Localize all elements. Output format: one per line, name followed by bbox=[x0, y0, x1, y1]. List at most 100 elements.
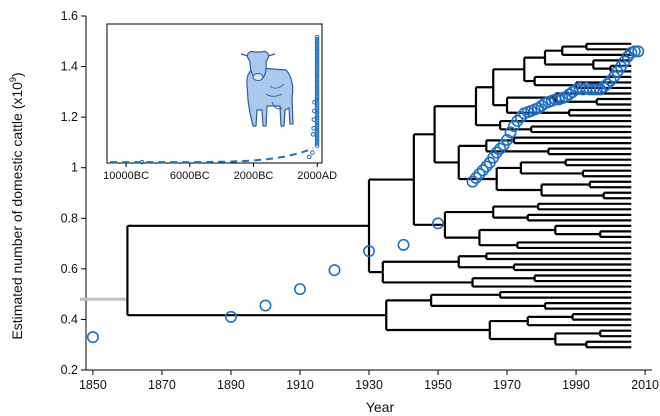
inset-point bbox=[314, 73, 320, 79]
inset-point bbox=[314, 143, 320, 148]
inset-point bbox=[314, 75, 320, 81]
inset-point bbox=[314, 112, 320, 118]
x-tick-label: 1970 bbox=[493, 378, 521, 392]
cow-icon bbox=[240, 50, 294, 127]
inset-tick-label: 6000BC bbox=[170, 170, 210, 182]
inset-panel: 10000BC 6000BC 2000BC 2000AD bbox=[103, 23, 337, 182]
data-point bbox=[511, 114, 524, 127]
inset-point bbox=[139, 159, 145, 165]
inset-point bbox=[314, 141, 320, 146]
y-tick-label: 0.6 bbox=[61, 262, 78, 276]
inset-point bbox=[314, 97, 320, 103]
data-point bbox=[476, 164, 489, 177]
inset-point bbox=[314, 99, 320, 105]
x-tick-label: 1870 bbox=[148, 378, 176, 392]
data-point bbox=[601, 78, 614, 91]
inset-point bbox=[314, 60, 320, 66]
y-tick-label: 0.8 bbox=[61, 211, 78, 225]
cattle-series bbox=[86, 45, 645, 344]
inset-point bbox=[314, 138, 320, 144]
x-tick-label: 1990 bbox=[562, 378, 590, 392]
inset-tick-label: 2000BC bbox=[234, 170, 274, 182]
data-point bbox=[494, 142, 507, 155]
inset-point bbox=[314, 115, 320, 120]
inset-trend-line bbox=[110, 147, 314, 164]
y-tick-label: 1.6 bbox=[61, 9, 78, 23]
x-axis-title: Year bbox=[366, 399, 395, 415]
inset-point bbox=[314, 56, 320, 62]
y-tick-label: 1.2 bbox=[61, 110, 78, 124]
data-point bbox=[504, 126, 517, 139]
inset-point bbox=[314, 108, 320, 114]
x-tick-label: 1890 bbox=[217, 378, 245, 392]
data-point bbox=[86, 331, 99, 344]
inset-point bbox=[314, 106, 320, 112]
inset-point bbox=[314, 67, 320, 72]
inset-point bbox=[314, 47, 320, 53]
main-axes: 0.2 0.4 0.6 0.8 1 1.2 1.4 1.6 1850 1870 1890 1910 19… bbox=[61, 9, 659, 392]
inset-point bbox=[311, 117, 317, 122]
data-point bbox=[259, 299, 272, 312]
inset-point bbox=[310, 150, 315, 155]
data-point bbox=[224, 310, 237, 323]
inset-point bbox=[314, 52, 320, 57]
inset-point bbox=[314, 104, 320, 109]
inset-point bbox=[311, 108, 317, 114]
inset-point bbox=[314, 110, 320, 116]
inset-point bbox=[314, 78, 320, 83]
data-point bbox=[597, 80, 610, 93]
x-tick-label: 1930 bbox=[355, 378, 383, 392]
inset-point bbox=[314, 45, 320, 51]
inset-point bbox=[314, 123, 320, 129]
inset-point bbox=[314, 102, 320, 107]
data-point bbox=[328, 264, 341, 277]
data-point bbox=[535, 99, 548, 112]
inset-point bbox=[314, 128, 320, 133]
data-point bbox=[362, 245, 375, 258]
inset-tick-label: 2000AD bbox=[297, 170, 337, 182]
inset-point bbox=[314, 34, 320, 40]
inset-point bbox=[314, 91, 320, 96]
inset-point bbox=[314, 130, 320, 135]
data-point bbox=[490, 146, 503, 159]
inset-point bbox=[314, 89, 320, 94]
y-tick-label: 1 bbox=[71, 161, 78, 175]
x-tick-label: 1950 bbox=[424, 378, 452, 392]
x-tick-label: 1910 bbox=[286, 378, 314, 392]
y-tick-label: 1.4 bbox=[61, 60, 78, 74]
inset-point bbox=[314, 49, 320, 55]
x-tick-label: 2010 bbox=[631, 378, 659, 392]
data-point bbox=[590, 83, 603, 96]
inset-point bbox=[314, 121, 320, 127]
inset-point bbox=[314, 95, 320, 101]
y-tick-label: 0.4 bbox=[61, 312, 78, 326]
inset-point bbox=[310, 132, 316, 137]
y-axis-title: Estimated number of domestic cattle (x10… bbox=[8, 72, 25, 339]
data-point bbox=[480, 160, 493, 173]
inset-point bbox=[311, 125, 316, 131]
y-tick-label: 0.2 bbox=[61, 363, 78, 377]
inset-point bbox=[314, 54, 320, 59]
data-point bbox=[501, 133, 514, 146]
x-tick-label: 1850 bbox=[79, 378, 107, 392]
phylogenetic-tree bbox=[126, 42, 632, 349]
data-point bbox=[632, 45, 645, 58]
inset-point bbox=[314, 119, 320, 125]
inset-point bbox=[314, 43, 320, 49]
inset-point bbox=[314, 136, 320, 142]
inset-point bbox=[314, 62, 320, 68]
inset-point bbox=[314, 41, 320, 46]
inset-point bbox=[314, 93, 320, 98]
data-point bbox=[604, 74, 617, 87]
inset-point bbox=[314, 39, 320, 44]
inset-point bbox=[306, 154, 312, 160]
inset-point bbox=[314, 58, 320, 64]
data-point bbox=[473, 168, 486, 181]
inset-point bbox=[314, 80, 320, 85]
data-point bbox=[466, 175, 479, 188]
inset-point bbox=[314, 84, 320, 90]
inset-point bbox=[314, 134, 320, 140]
data-point bbox=[628, 45, 641, 58]
data-point bbox=[293, 283, 306, 296]
